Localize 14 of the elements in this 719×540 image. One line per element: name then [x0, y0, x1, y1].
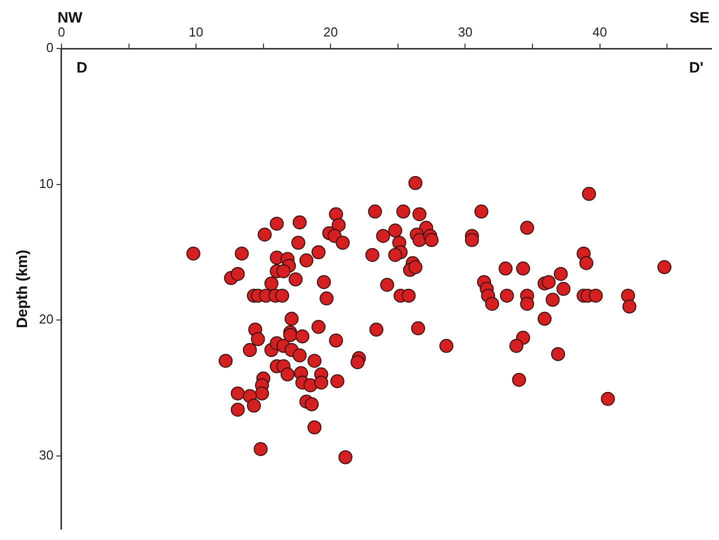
x-tick-label: 10 — [188, 24, 204, 40]
y-tick-label: 0 — [46, 40, 54, 56]
y-tick-label: 20 — [38, 312, 54, 327]
x-tick-label: 40 — [592, 24, 608, 40]
annotation: D — [76, 60, 88, 77]
x-tick-label: 0 — [58, 24, 66, 40]
y-axis-title: Depth (km) — [14, 250, 32, 328]
x-tick-label: 30 — [458, 24, 472, 40]
annotation: D' — [689, 60, 704, 77]
x-tick-label: 20 — [323, 24, 338, 40]
y-tick-label: 30 — [38, 447, 54, 462]
text: SE — [689, 10, 710, 27]
y-tick-label: 10 — [38, 176, 54, 191]
text: NW — [57, 10, 84, 27]
